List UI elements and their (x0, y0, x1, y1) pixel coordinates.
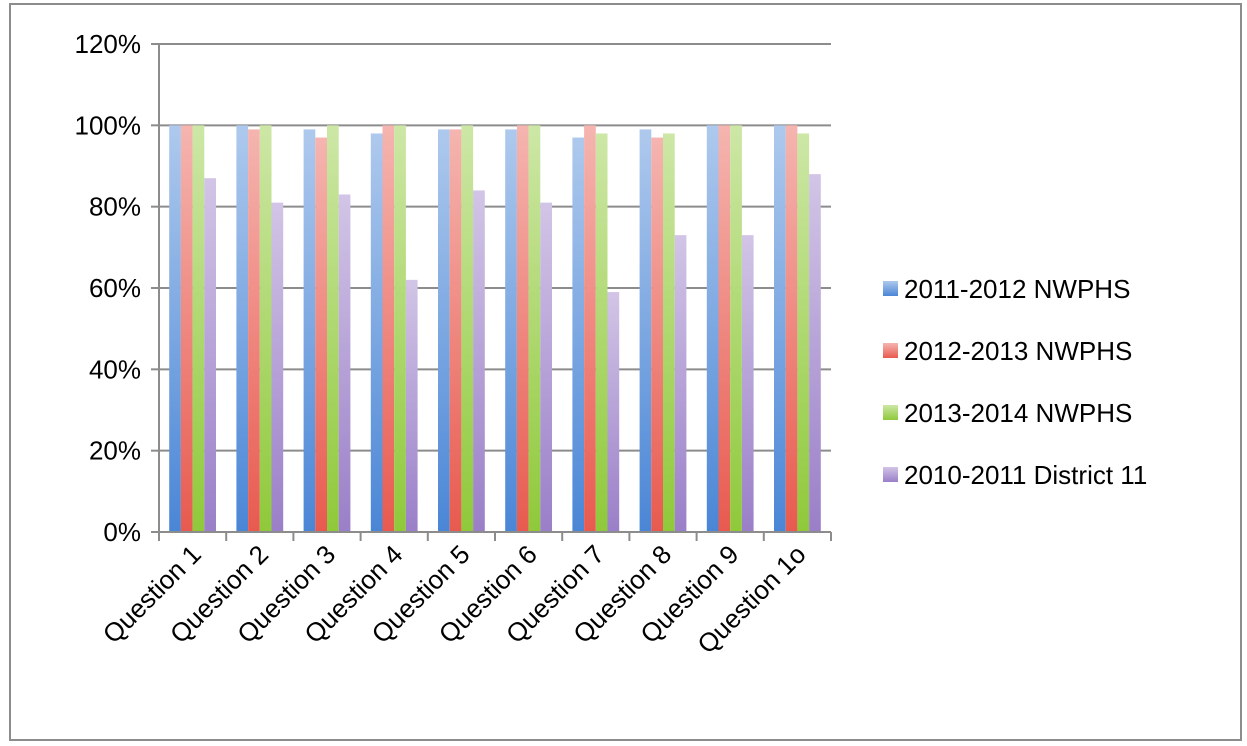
bar (473, 190, 485, 532)
y-tick-label: 60% (89, 273, 141, 303)
bar (651, 137, 663, 533)
bar (303, 129, 316, 532)
legend-swatch (883, 281, 898, 296)
bar (584, 125, 596, 532)
bar (595, 133, 608, 532)
bar (797, 133, 810, 532)
y-tick-label: 20% (89, 436, 141, 466)
legend-label: 2011-2012 NWPHS (904, 274, 1130, 304)
bar (741, 235, 754, 532)
bar (528, 125, 541, 532)
bar (639, 129, 652, 532)
legend-swatch (883, 467, 898, 482)
bar (327, 125, 339, 532)
y-tick-label: 80% (89, 192, 141, 222)
bar (438, 129, 450, 532)
bar (192, 125, 205, 532)
legend-label: 2010-2011 District 11 (904, 460, 1147, 490)
y-tick-label: 0% (103, 517, 141, 547)
bars (169, 125, 821, 533)
legend: 2011-2012 NWPHS 2012-2013 NWPHS 2013-2014 … (883, 274, 1147, 490)
bar (674, 235, 687, 532)
bar (180, 125, 193, 532)
bar (405, 279, 418, 532)
bar (449, 129, 462, 532)
legend-swatch (883, 343, 898, 358)
bar (785, 125, 798, 532)
bar (572, 137, 585, 533)
y-tick-label: 100% (75, 110, 142, 140)
bar (370, 133, 383, 532)
bar (338, 194, 351, 532)
bar (461, 125, 474, 532)
bar (774, 125, 786, 532)
legend-label: 2012-2013 NWPHS (904, 336, 1132, 366)
bar (505, 129, 517, 532)
bar (516, 125, 529, 532)
chart-frame: 0% 20% 40% 60% 80% 100% 120% Question 1 Questio… (9, 3, 1242, 741)
bar (394, 125, 406, 532)
bar (607, 292, 620, 532)
bar (730, 125, 742, 532)
bar-chart: 0% 20% 40% 60% 80% 100% 120% Question 1Questio… (75, 29, 1148, 659)
bar (169, 125, 181, 532)
bar (382, 125, 395, 532)
y-tick-label: 40% (89, 354, 141, 384)
bar (663, 133, 675, 532)
bar (271, 202, 284, 532)
legend-swatch (883, 405, 898, 420)
bar (236, 125, 249, 532)
bar (248, 129, 260, 532)
bar (540, 202, 552, 532)
y-tick-labels: 0% 20% 40% 60% 80% 100% 120% (75, 29, 142, 547)
bar (718, 125, 731, 532)
bar (259, 125, 272, 532)
bar (809, 174, 821, 532)
legend-label: 2013-2014 NWPHS (904, 398, 1132, 428)
bar (706, 125, 719, 532)
axes (151, 43, 832, 541)
bar (204, 178, 216, 532)
y-tick-label: 120% (75, 29, 142, 59)
bar (315, 137, 327, 533)
